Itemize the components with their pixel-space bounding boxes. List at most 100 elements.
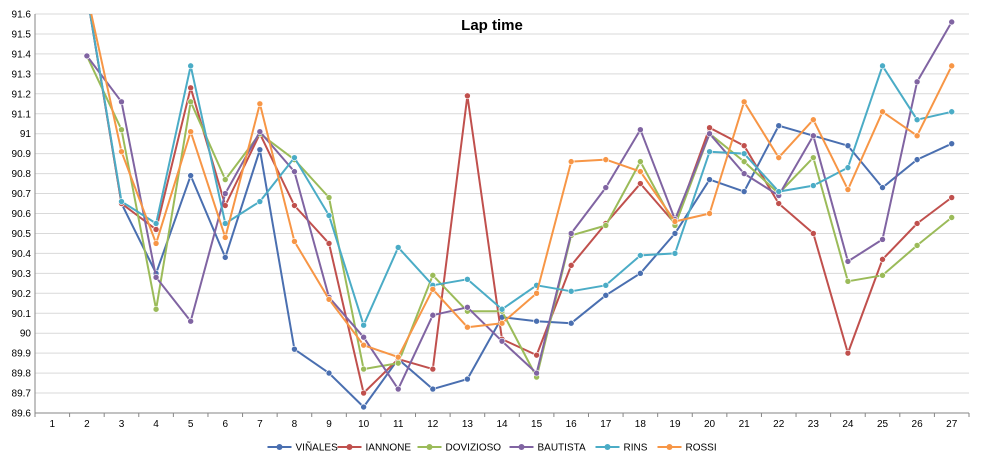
x-tick-label: 1 bbox=[50, 419, 56, 430]
series-line bbox=[86, 21, 953, 391]
data-point bbox=[464, 92, 471, 100]
data-point bbox=[637, 270, 644, 277]
data-point bbox=[879, 272, 886, 279]
data-point bbox=[187, 84, 194, 92]
y-tick-label: 90.9 bbox=[12, 149, 32, 160]
y-tick-label: 89.9 bbox=[12, 349, 32, 360]
legend-marker bbox=[346, 444, 353, 450]
data-point bbox=[464, 323, 471, 331]
series-line bbox=[89, 14, 953, 408]
legend: VIÑALES IANNONE DOVIZIOSO BAUTISTA RINS ROSSI bbox=[267, 441, 717, 454]
x-tick-label: 25 bbox=[877, 419, 889, 430]
data-point bbox=[706, 210, 713, 217]
data-point bbox=[602, 291, 610, 299]
data-point bbox=[740, 158, 748, 165]
data-point bbox=[533, 317, 540, 325]
data-point bbox=[256, 100, 264, 108]
data-point bbox=[152, 240, 160, 247]
data-point bbox=[498, 305, 506, 313]
data-point bbox=[325, 212, 333, 219]
data-point bbox=[913, 220, 921, 227]
data-point bbox=[394, 359, 402, 367]
data-point bbox=[671, 230, 679, 237]
data-point bbox=[118, 126, 125, 134]
y-tick-label: 90.6 bbox=[12, 209, 32, 220]
legend-entry: VIÑALES bbox=[267, 441, 338, 454]
data-point bbox=[291, 168, 298, 175]
series-bautista bbox=[83, 18, 956, 393]
y-tick-label: 89.7 bbox=[12, 389, 32, 400]
data-point bbox=[844, 186, 852, 193]
y-tick-label: 89.6 bbox=[12, 409, 32, 420]
data-point bbox=[221, 254, 229, 261]
data-point bbox=[360, 333, 367, 341]
data-point bbox=[325, 295, 333, 303]
data-point bbox=[740, 150, 748, 157]
legend-entry: ROSSI bbox=[657, 443, 717, 454]
data-point bbox=[394, 353, 402, 361]
y-tick-label: 90.2 bbox=[12, 289, 32, 300]
data-point bbox=[706, 124, 713, 132]
data-point bbox=[256, 128, 264, 136]
data-point bbox=[879, 108, 886, 116]
y-tick-label: 91.2 bbox=[12, 89, 32, 100]
data-point bbox=[360, 365, 367, 373]
data-point bbox=[187, 98, 194, 106]
data-point bbox=[187, 128, 194, 136]
data-point bbox=[740, 170, 748, 177]
data-point bbox=[498, 337, 506, 345]
x-tick-label: 12 bbox=[427, 419, 439, 430]
x-tick-label: 7 bbox=[257, 419, 263, 430]
data-point bbox=[913, 116, 921, 124]
data-point bbox=[187, 62, 194, 70]
data-point bbox=[810, 154, 817, 161]
y-tick-label: 89.8 bbox=[12, 369, 32, 380]
data-point bbox=[429, 311, 437, 319]
data-point bbox=[187, 317, 194, 325]
data-point bbox=[567, 288, 575, 295]
y-tick-label: 91.4 bbox=[12, 49, 32, 60]
data-point bbox=[221, 234, 229, 241]
data-point bbox=[602, 282, 610, 289]
data-point bbox=[464, 276, 471, 283]
legend-label: ROSSI bbox=[686, 443, 717, 454]
x-tick-label: 19 bbox=[669, 419, 681, 430]
legend-entry: IANNONE bbox=[337, 443, 411, 454]
legend-entry: BAUTISTA bbox=[509, 443, 586, 454]
data-point bbox=[706, 130, 713, 137]
data-point bbox=[152, 226, 160, 233]
data-point bbox=[152, 274, 160, 281]
data-point bbox=[810, 116, 817, 124]
x-tick-label: 13 bbox=[462, 419, 474, 430]
data-point bbox=[360, 321, 367, 329]
data-point bbox=[429, 272, 437, 279]
data-point bbox=[118, 198, 125, 205]
x-tick-label: 22 bbox=[773, 419, 785, 430]
data-point bbox=[810, 230, 817, 237]
y-tick-label: 91.3 bbox=[12, 69, 32, 80]
data-point bbox=[118, 148, 125, 155]
data-point bbox=[498, 319, 506, 327]
x-tick-label: 20 bbox=[704, 419, 716, 430]
data-point bbox=[567, 262, 575, 269]
series-rossi bbox=[90, 14, 956, 361]
data-point bbox=[360, 389, 367, 397]
data-point bbox=[913, 156, 921, 163]
data-point bbox=[602, 184, 610, 191]
series-layer bbox=[83, 14, 956, 411]
data-point bbox=[567, 230, 575, 237]
data-point bbox=[775, 188, 783, 195]
chart-title: Lap time bbox=[461, 17, 523, 34]
x-tick-label: 8 bbox=[292, 419, 298, 430]
data-point bbox=[913, 242, 921, 249]
data-point bbox=[429, 365, 437, 373]
x-tick-label: 14 bbox=[496, 419, 508, 430]
legend-marker bbox=[518, 444, 525, 450]
data-point bbox=[948, 214, 956, 221]
x-tick-label: 23 bbox=[808, 419, 820, 430]
y-tick-label: 91.6 bbox=[12, 10, 32, 21]
data-point bbox=[291, 345, 298, 353]
data-point bbox=[533, 289, 540, 297]
y-tick-label: 90.8 bbox=[12, 169, 32, 180]
data-point bbox=[775, 200, 783, 207]
